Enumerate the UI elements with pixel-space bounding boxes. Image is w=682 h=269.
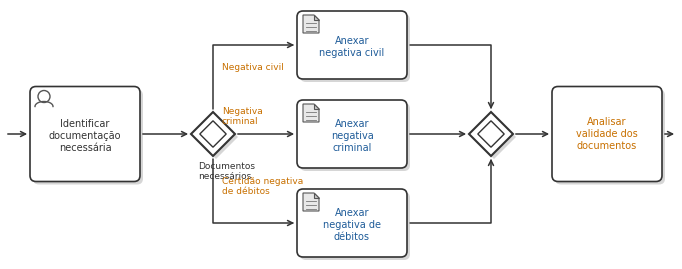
Text: Anexar
negativa
criminal: Anexar negativa criminal [331, 119, 373, 153]
Polygon shape [314, 193, 319, 198]
Polygon shape [472, 115, 516, 159]
Polygon shape [200, 121, 226, 147]
FancyBboxPatch shape [300, 103, 410, 171]
Text: Certidão negativa
de débitos: Certidão negativa de débitos [222, 177, 303, 196]
FancyBboxPatch shape [30, 87, 140, 182]
Text: Negativa
criminal: Negativa criminal [222, 107, 263, 126]
Polygon shape [314, 15, 319, 20]
Text: Anexar
negativa de
débitos: Anexar negativa de débitos [323, 208, 381, 242]
FancyBboxPatch shape [297, 11, 407, 79]
FancyBboxPatch shape [555, 90, 665, 185]
Polygon shape [303, 104, 319, 122]
Text: Identificar
documentação
necessária: Identificar documentação necessária [48, 119, 121, 153]
Polygon shape [191, 112, 235, 156]
Text: Negativa civil: Negativa civil [222, 63, 284, 72]
Polygon shape [303, 15, 319, 33]
Polygon shape [194, 115, 238, 159]
Text: Analisar
validade dos
documentos: Analisar validade dos documentos [576, 117, 638, 151]
Polygon shape [314, 104, 319, 109]
Polygon shape [478, 121, 504, 147]
FancyBboxPatch shape [300, 14, 410, 82]
Polygon shape [303, 193, 319, 211]
Text: Documentos
necessários: Documentos necessários [198, 162, 255, 181]
FancyBboxPatch shape [297, 189, 407, 257]
FancyBboxPatch shape [297, 100, 407, 168]
FancyBboxPatch shape [33, 90, 143, 185]
FancyBboxPatch shape [552, 87, 662, 182]
FancyBboxPatch shape [300, 192, 410, 260]
Polygon shape [469, 112, 513, 156]
Text: Anexar
negativa civil: Anexar negativa civil [319, 36, 385, 58]
